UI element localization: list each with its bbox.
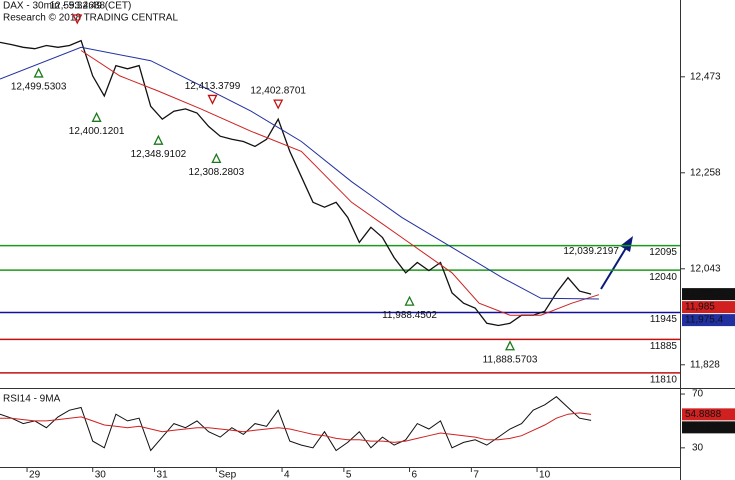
last-value-box — [682, 301, 735, 314]
pivot-label: 11,988.4502 — [382, 310, 437, 321]
last-value-label: 54.8888 — [685, 409, 722, 420]
x-tick-label: 31 — [157, 470, 169, 480]
last-value-box — [682, 408, 735, 421]
pivot-label: 12,402.8701 — [250, 86, 306, 97]
chart-title: DAX - 30min - 5:32:49 (CET) — [3, 1, 131, 12]
x-tick-label: 29 — [29, 470, 41, 480]
x-tick-label: 10 — [539, 470, 551, 480]
pivot-high-marker — [72, 14, 83, 25]
pivot-low-marker — [504, 340, 516, 351]
y-tick-label: 12,043 — [690, 263, 721, 274]
x-tick-label: 7 — [473, 470, 479, 480]
last-value-box — [682, 314, 735, 327]
x-tick-label: 4 — [284, 470, 290, 480]
last-value-label: 11,986.3 — [685, 289, 724, 300]
rsi-y-tick-label: 30 — [692, 442, 704, 453]
chart-subtitle: Research © 2018 TRADING CENTRAL — [3, 13, 178, 24]
target-label: 12,039.2197 — [563, 246, 619, 257]
x-tick-label: 6 — [412, 470, 418, 480]
last-value-box — [682, 288, 735, 301]
rsi-line — [0, 396, 592, 452]
rsi-y-tick-label: 70 — [692, 389, 704, 400]
pivot-high-marker — [273, 99, 284, 110]
pivot-label: 12,593.4688 — [49, 1, 105, 12]
price-line — [0, 39, 592, 327]
pivot-low-marker — [211, 152, 222, 163]
moving-average — [0, 46, 599, 300]
pivot-low-marker — [91, 111, 102, 122]
x-tick-label: 30 — [95, 470, 107, 480]
level-label: 12095 — [649, 247, 677, 258]
pivot-label: 12,499.5303 — [11, 82, 67, 93]
pivot-high-marker — [207, 94, 218, 105]
pivot-label: 12,348.9102 — [131, 149, 187, 160]
last-value-label: 50.3933 — [685, 422, 722, 433]
moving-average — [80, 50, 600, 316]
level-label: 11945 — [650, 314, 678, 325]
y-tick-label: 12,473 — [690, 71, 721, 82]
last-value-label: 11,975.4 — [685, 315, 724, 326]
level-label: 12040 — [649, 272, 677, 283]
rsi-average — [0, 412, 592, 443]
last-value-label: 11,985 — [685, 302, 715, 313]
y-tick-label: 11,828 — [690, 359, 720, 370]
last-value-box — [682, 421, 735, 434]
x-tick-label: 5 — [346, 470, 352, 480]
pivot-low-marker — [404, 295, 415, 306]
pivot-low-marker — [33, 67, 44, 78]
trend-arrow — [600, 236, 633, 290]
x-tick-label: Sep — [218, 470, 236, 480]
pivot-label: 12,400.1201 — [69, 126, 125, 137]
pivot-low-marker — [153, 134, 164, 145]
pivot-label: 11,888.5703 — [483, 354, 538, 365]
pivot-label: 12,308.2803 — [189, 167, 245, 178]
pivot-label: 12,413.3799 — [185, 81, 241, 92]
level-label: 11885 — [650, 341, 678, 352]
y-tick-label: 12,258 — [690, 167, 721, 178]
level-label: 11810 — [650, 374, 678, 385]
rsi-title: RSI14 - 9MA — [3, 394, 61, 405]
